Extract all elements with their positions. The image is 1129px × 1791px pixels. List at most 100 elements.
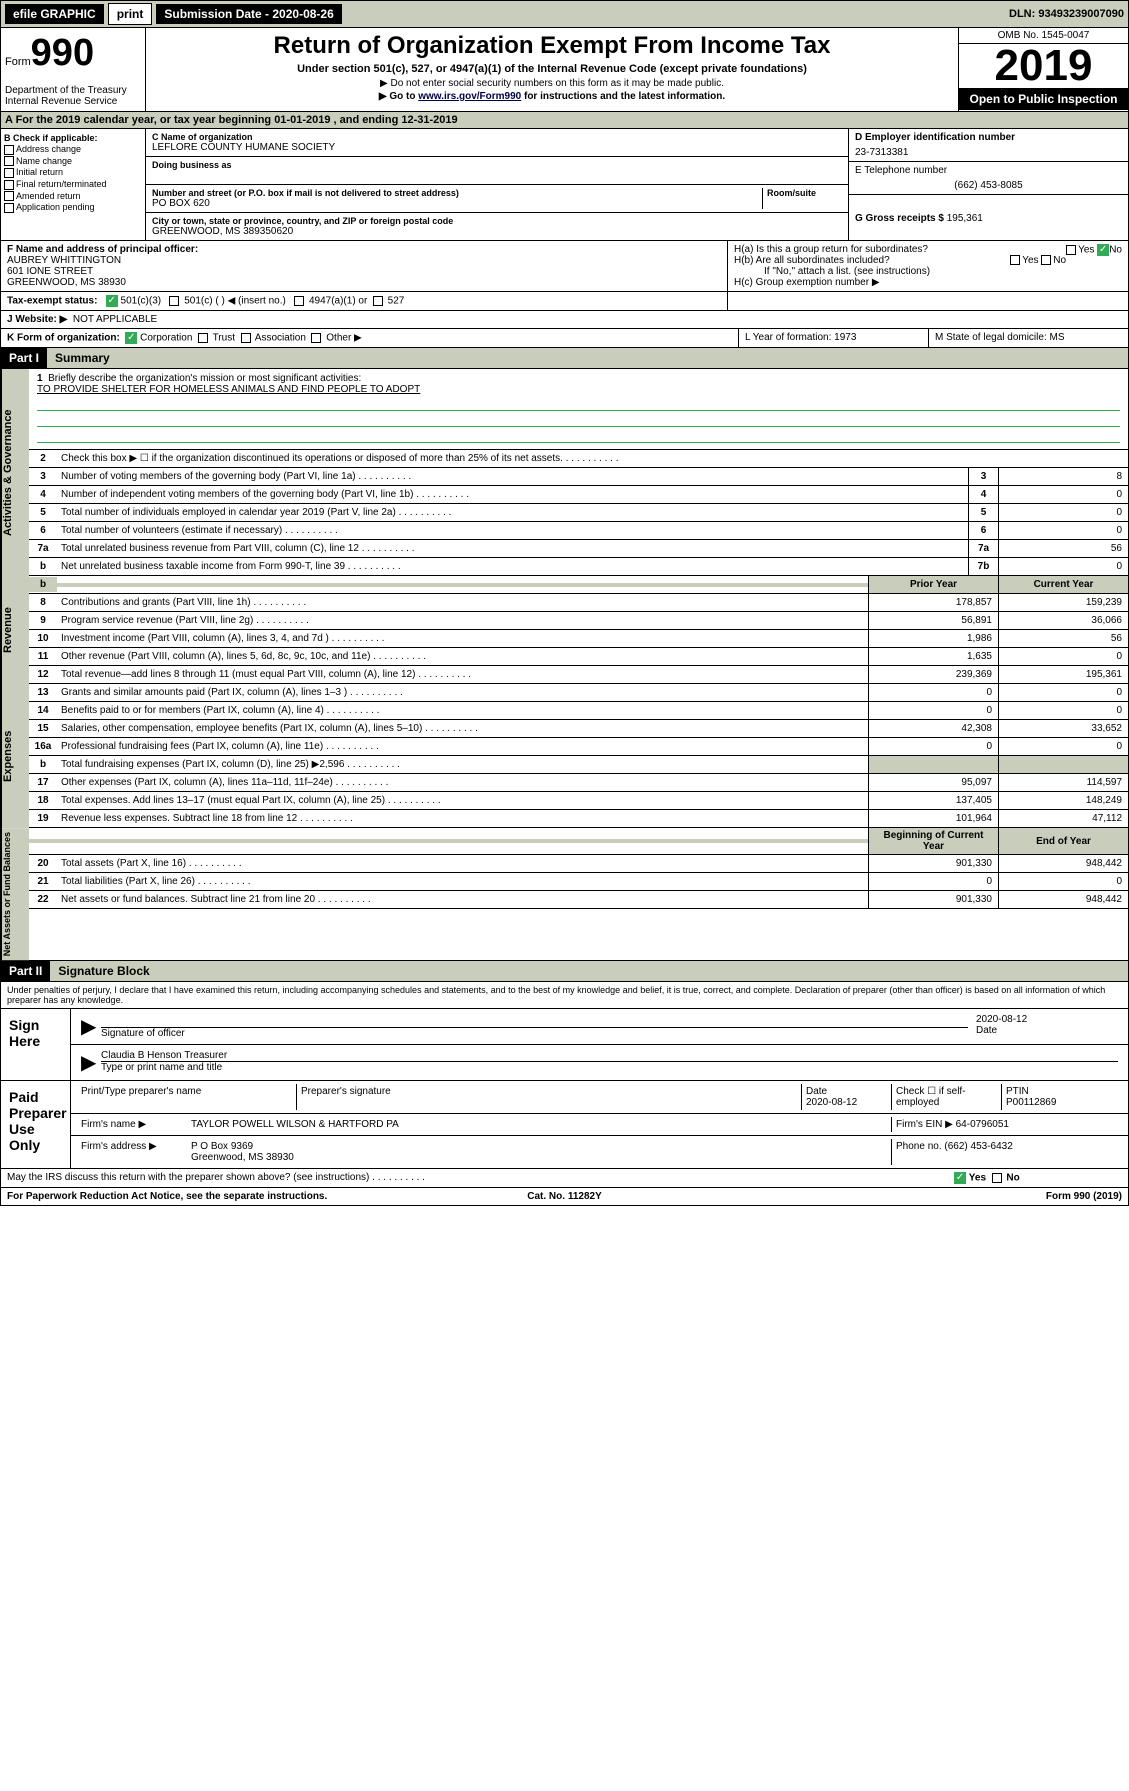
hb-no[interactable] [1041,255,1051,265]
sig-name: Claudia B Henson Treasurer [101,1050,1118,1062]
chk-501c[interactable] [169,296,179,306]
expenses-section: Expenses 13Grants and similar amounts pa… [0,684,1129,828]
discuss-yes[interactable]: ✓ [954,1172,966,1184]
table-row: 18Total expenses. Add lines 13–17 (must … [29,792,1128,810]
table-row: 17Other expenses (Part IX, column (A), l… [29,774,1128,792]
year-formation: L Year of formation: 1973 [738,329,928,347]
part1-num: Part I [1,348,47,368]
table-row: 15Salaries, other compensation, employee… [29,720,1128,738]
form-prefix: Form [5,56,31,68]
row-a: A For the 2019 calendar year, or tax yea… [0,112,1129,129]
end-year-hdr: End of Year [998,828,1128,854]
city-lbl: City or town, state or province, country… [152,216,842,226]
form-header: Form990 Department of the Treasury Inter… [0,28,1129,112]
officer-addr1: 601 IONE STREET [7,266,721,277]
addr-lbl: Number and street (or P.O. box if mail i… [152,188,762,198]
part2-num: Part II [1,961,50,981]
self-emp-lbl: Check ☐ if self-employed [892,1084,1002,1110]
efile-btn[interactable]: efile GRAPHIC [5,4,104,24]
chk-final[interactable] [4,180,14,190]
part2-title: Signature Block [50,961,157,981]
table-row: 8Contributions and grants (Part VIII, li… [29,594,1128,612]
firm-name: TAYLOR POWELL WILSON & HARTFORD PA [187,1117,892,1132]
prep-name-lbl: Print/Type preparer's name [81,1086,292,1097]
ptin-val: P00112869 [1006,1097,1118,1108]
firm-ein-lbl: Firm's EIN ▶ [896,1119,953,1130]
officer-addr2: GREENWOOD, MS 38930 [7,277,721,288]
prep-date: 2020-08-12 [806,1097,887,1108]
hb-yes[interactable] [1010,255,1020,265]
tax-year: 2019 [959,44,1128,88]
firm-lbl: Firm's name ▶ [77,1117,187,1132]
chk-amended[interactable] [4,191,14,201]
chk-527[interactable] [373,296,383,306]
b-label: B Check if applicable: [4,133,142,143]
table-row: 20Total assets (Part X, line 16)901,3309… [29,855,1128,873]
table-row: 6Total number of volunteers (estimate if… [29,522,1128,540]
chk-trust[interactable] [198,333,208,343]
firm-ein: 64-0796051 [956,1119,1009,1130]
governance-section: Activities & Governance 1 Briefly descri… [0,369,1129,576]
org-addr: PO BOX 620 [152,198,762,209]
paid-lbl: Paid Preparer Use Only [1,1081,71,1168]
table-row: 21Total liabilities (Part X, line 26)00 [29,873,1128,891]
vtab-revenue: Revenue [1,576,29,684]
table-row: bTotal fundraising expenses (Part IX, co… [29,756,1128,774]
f-lbl: F Name and address of principal officer: [7,244,721,255]
table-row: 3Number of voting members of the governi… [29,468,1128,486]
table-row: 19Revenue less expenses. Subtract line 1… [29,810,1128,828]
k-lbl: K Form of organization: [7,333,120,344]
footer-cat: Cat. No. 11282Y [379,1191,751,1202]
net-header: Beginning of Current YearEnd of Year [29,828,1128,855]
chk-other[interactable] [311,333,321,343]
col-d: D Employer identification number23-73133… [848,129,1128,240]
open-inspection: Open to Public Inspection [959,88,1128,110]
chk-address[interactable] [4,145,14,155]
dln: DLN: 93493239007090 [1009,8,1124,20]
rev-header: bPrior YearCurrent Year [29,576,1128,594]
instr2: ▶ Go to www.irs.gov/Form990 for instruct… [150,91,954,102]
table-row: 13Grants and similar amounts paid (Part … [29,684,1128,702]
dba-lbl: Doing business as [152,160,842,170]
discuss-no[interactable] [992,1173,1002,1183]
chk-pending[interactable] [4,203,14,213]
chk-4947[interactable] [294,296,304,306]
sig-date-lbl: Date [976,1025,1118,1036]
col-c: C Name of organizationLEFLORE COUNTY HUM… [146,129,848,240]
chk-name[interactable] [4,156,14,166]
topbar: efile GRAPHIC print Submission Date - 20… [0,0,1129,28]
ha-yes[interactable] [1066,245,1076,255]
firm-phone-lbl: Phone no. [896,1141,942,1152]
main-title: Return of Organization Exempt From Incom… [150,32,954,60]
table-row: 22Net assets or fund balances. Subtract … [29,891,1128,909]
penalty-text: Under penalties of perjury, I declare th… [0,982,1129,1009]
officer-name: AUBREY WHITTINGTON [7,255,721,266]
j-lbl: J Website: ▶ [7,314,67,325]
ha-lbl: H(a) Is this a group return for subordin… [734,244,928,255]
discuss-row: May the IRS discuss this return with the… [0,1169,1129,1188]
table-row: 14Benefits paid to or for members (Part … [29,702,1128,720]
state-domicile: M State of legal domicile: MS [928,329,1128,347]
gross-lbl: G Gross receipts $ [855,213,944,224]
discuss-text: May the IRS discuss this return with the… [7,1172,369,1183]
chk-initial[interactable] [4,168,14,178]
sign-section: Sign Here ▶Signature of officer2020-08-1… [0,1009,1129,1081]
phone-val: (662) 453-8085 [855,180,1122,191]
netassets-section: Net Assets or Fund Balances Beginning of… [0,828,1129,961]
ha-no[interactable]: ✓ [1097,244,1109,256]
current-year-hdr: Current Year [998,576,1128,593]
i-lbl: Tax-exempt status: [7,296,97,307]
irs-link[interactable]: www.irs.gov/Form990 [418,91,521,102]
print-btn[interactable]: print [108,3,153,25]
prior-year-hdr: Prior Year [868,576,998,593]
table-row: 4Number of independent voting members of… [29,486,1128,504]
table-row: 9Program service revenue (Part VIII, lin… [29,612,1128,630]
table-row: bNet unrelated business taxable income f… [29,558,1128,576]
dept-label: Department of the Treasury Internal Reve… [5,85,141,107]
paid-preparer-section: Paid Preparer Use Only Print/Type prepar… [0,1081,1129,1169]
chk-corp[interactable]: ✓ [125,332,137,344]
chk-assoc[interactable] [241,333,251,343]
table-row: 7aTotal unrelated business revenue from … [29,540,1128,558]
firm-addr-lbl: Firm's address ▶ [77,1139,187,1165]
chk-501c3[interactable]: ✓ [106,295,118,307]
